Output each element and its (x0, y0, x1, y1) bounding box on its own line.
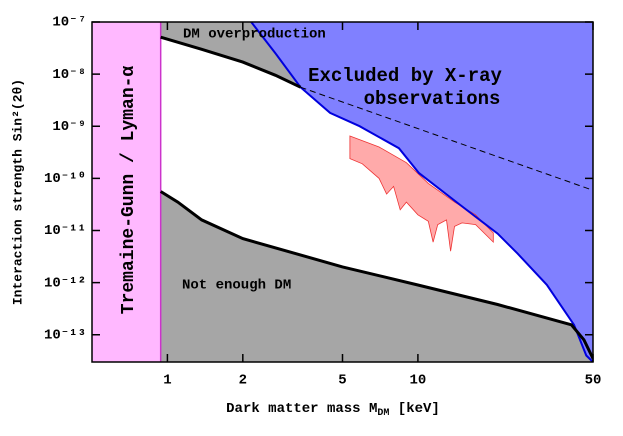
underproduction-region (160, 191, 593, 362)
y-tick-label: 10⁻⁷ (52, 15, 86, 31)
excluded-region (251, 22, 593, 362)
x-tick-label: 50 (585, 373, 602, 389)
annotation: Not enough DM (182, 278, 291, 294)
x-axis-label: Dark matter mass MDM [keV] (226, 401, 440, 419)
upper-curve (160, 35, 302, 89)
bound-region (92, 22, 161, 362)
annotation: Excluded by X-ray (308, 65, 502, 87)
x-axis-label-part: Dark matter mass M (226, 401, 377, 417)
annotation: Tremaine-Gunn / Lyman-α (119, 66, 139, 315)
x-tick-label: 5 (338, 373, 346, 389)
y-tick-label: 10⁻⁸ (52, 67, 86, 83)
x-axis-label-sub: DM (377, 408, 389, 419)
annotation: observations (364, 88, 501, 110)
y-axis-label: Interaction strength Sin²(2θ) (10, 79, 25, 305)
red-region (349, 135, 494, 252)
y-tick-label: 10⁻¹¹ (44, 223, 86, 239)
y-tick-label: 10⁻⁹ (52, 119, 86, 135)
y-tick-label: 10⁻¹³ (44, 327, 86, 343)
x-tick-label: 10 (410, 373, 427, 389)
annotation: DM overproduction (183, 27, 326, 43)
x-tick-label: 1 (163, 373, 171, 389)
curves (159, 22, 593, 362)
regions (92, 22, 593, 362)
y-tick-label: 10⁻¹² (44, 275, 86, 291)
xray-boundary (250, 22, 593, 362)
dashed-curve (300, 86, 593, 191)
y-tick-label: 10⁻¹⁰ (44, 171, 86, 187)
x-tick-label: 2 (239, 373, 247, 389)
lower-curve (159, 190, 593, 360)
x-axis-label-part: [keV] (389, 401, 439, 417)
axes: 1 2 5 10 50 10⁻⁷ 10⁻⁸ 10⁻⁹ 10⁻¹⁰ 10⁻¹¹ 10⁻¹² 10⁻¹³ (44, 15, 601, 389)
